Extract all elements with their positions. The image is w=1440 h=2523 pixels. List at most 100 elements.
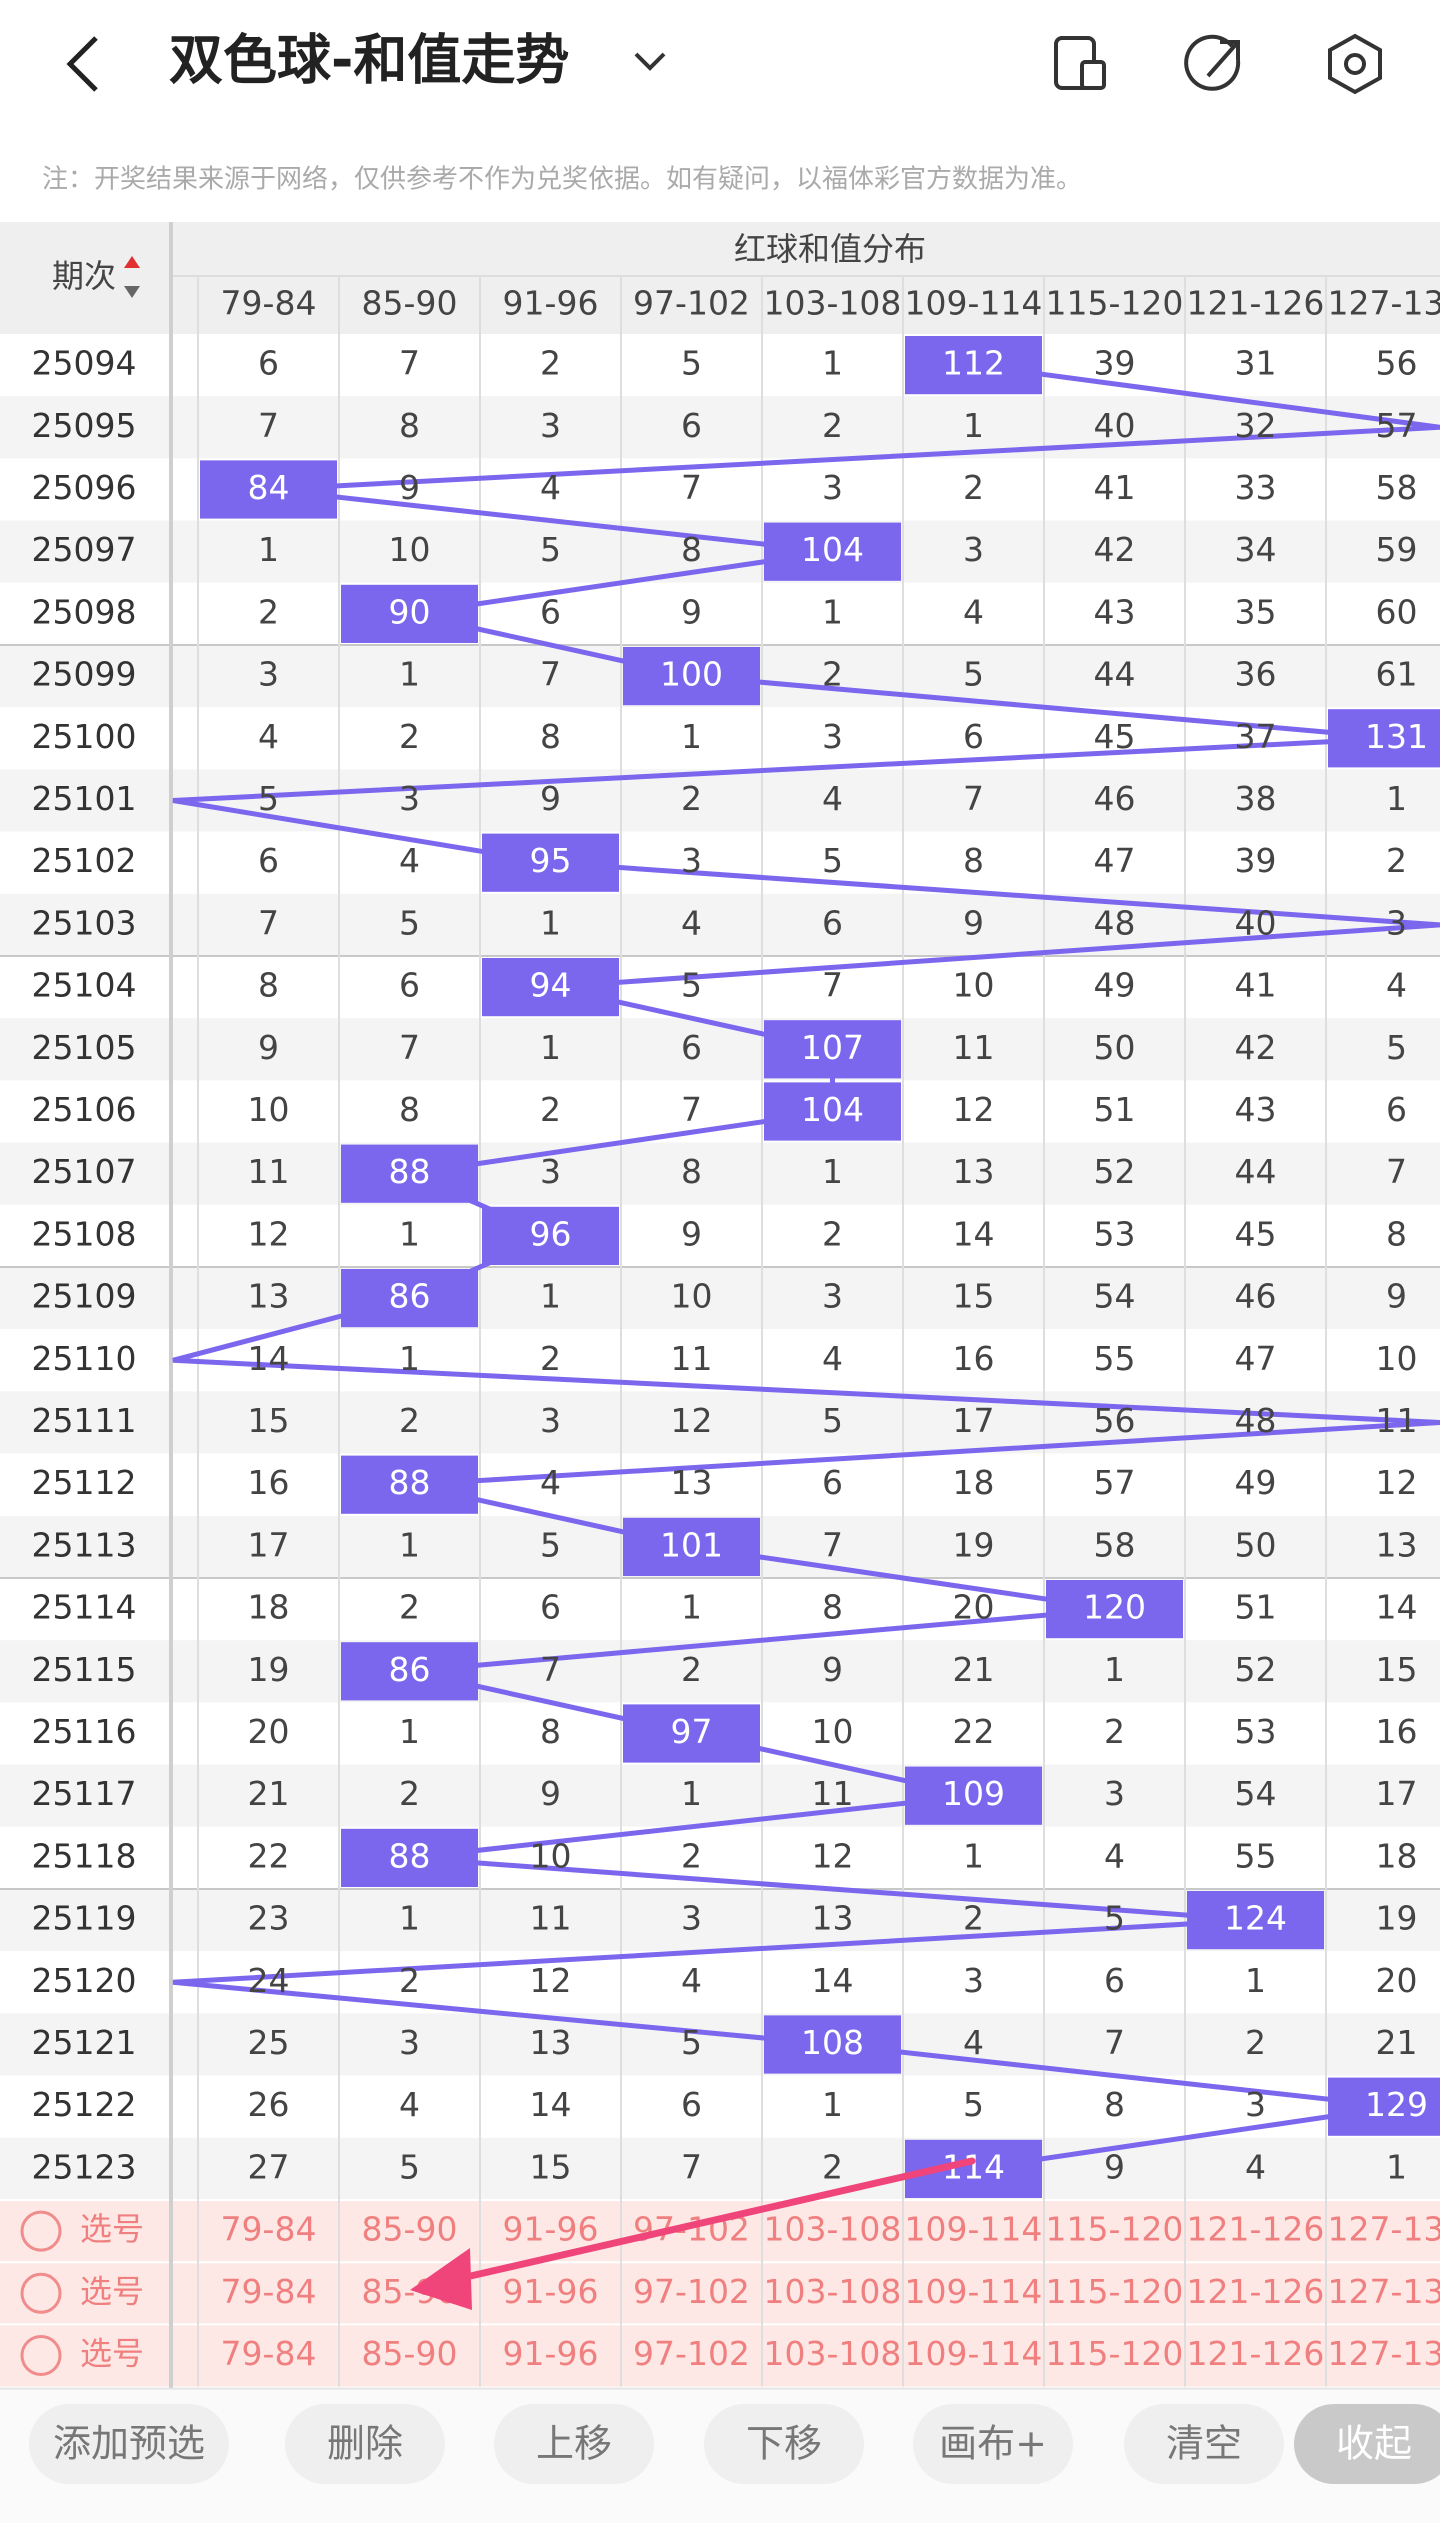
action-button[interactable] <box>1294 2404 1440 2484</box>
miss-count: 23 <box>248 1899 290 1938</box>
select-radio[interactable] <box>20 2335 62 2376</box>
back-button[interactable] <box>66 36 98 92</box>
hit-value: 107 <box>801 1028 864 1067</box>
select-option[interactable]: 127-132 <box>1328 2210 1440 2249</box>
miss-count: 48 <box>1094 903 1136 942</box>
miss-count: 9 <box>681 1214 702 1253</box>
hit-cell <box>905 1766 1042 1825</box>
select-option[interactable]: 109-114 <box>905 2334 1043 2373</box>
miss-count: 47 <box>1235 1339 1277 1378</box>
miss-count: 1 <box>963 406 984 445</box>
title-dropdown[interactable] <box>634 52 666 71</box>
select-option[interactable]: 115-120 <box>1046 2272 1184 2311</box>
action-button[interactable] <box>913 2404 1073 2484</box>
action-button[interactable] <box>494 2404 654 2484</box>
select-option[interactable]: 103-108 <box>764 2334 902 2373</box>
hit-cell <box>482 1206 619 1265</box>
hit-value: 96 <box>530 1214 572 1253</box>
select-option[interactable]: 127-132 <box>1328 2272 1440 2311</box>
column-header: 109-114 <box>905 284 1043 323</box>
action-button[interactable] <box>704 2404 864 2484</box>
select-option[interactable]: 97-102 <box>633 2272 750 2311</box>
period-cell: 25101 <box>32 779 137 818</box>
miss-count: 48 <box>1235 1401 1277 1440</box>
action-button-label[interactable]: 收起 <box>1336 2422 1412 2466</box>
miss-count: 17 <box>248 1525 290 1564</box>
miss-count: 2 <box>399 1401 420 1440</box>
select-option[interactable]: 121-126 <box>1187 2334 1325 2373</box>
period-cell: 25112 <box>32 1463 137 1502</box>
action-button[interactable] <box>1124 2404 1284 2484</box>
select-option[interactable]: 85-90 <box>362 2210 458 2249</box>
select-option[interactable]: 79-84 <box>221 2210 317 2249</box>
action-button[interactable] <box>285 2404 445 2484</box>
action-button-label[interactable]: 上移 <box>536 2422 612 2466</box>
miss-count: 2 <box>681 1836 702 1875</box>
action-button[interactable] <box>29 2404 229 2484</box>
settings-icon[interactable] <box>1328 33 1382 95</box>
select-option[interactable]: 91-96 <box>503 2210 599 2249</box>
miss-count: 13 <box>1376 1525 1418 1564</box>
select-option[interactable]: 115-120 <box>1046 2334 1184 2373</box>
miss-count: 12 <box>530 1961 572 2000</box>
miss-count: 3 <box>963 530 984 569</box>
select-label[interactable]: 选号 <box>80 2335 144 2373</box>
select-option[interactable]: 103-108 <box>764 2210 902 2249</box>
miss-count: 42 <box>1094 530 1136 569</box>
row-bg <box>0 1578 1440 1641</box>
miss-count: 20 <box>953 1588 995 1627</box>
row-bg <box>0 1453 1440 1516</box>
miss-count: 2 <box>399 1588 420 1627</box>
row-bg <box>0 1018 1440 1081</box>
miss-count: 9 <box>681 592 702 631</box>
select-option[interactable]: 109-114 <box>905 2210 1043 2249</box>
action-button-label[interactable]: 下移 <box>746 2422 822 2466</box>
hit-value: 129 <box>1365 2085 1428 2124</box>
action-button-label[interactable]: 删除 <box>327 2422 403 2466</box>
annotation-arrow <box>410 2157 976 2310</box>
period-cell: 25095 <box>32 406 137 445</box>
select-radio[interactable] <box>20 2210 62 2252</box>
miss-count: 3 <box>540 406 561 445</box>
period-cell: 25121 <box>32 2023 137 2062</box>
miss-count: 12 <box>248 1214 290 1253</box>
miss-count: 3 <box>681 1899 702 1938</box>
miss-count: 16 <box>1376 1712 1418 1751</box>
select-option[interactable]: 85-90 <box>362 2334 458 2373</box>
select-option[interactable]: 91-96 <box>503 2334 599 2373</box>
select-option[interactable]: 121-126 <box>1187 2210 1325 2249</box>
miss-count: 55 <box>1235 1836 1277 1875</box>
miss-count: 12 <box>953 1090 995 1129</box>
miss-count: 5 <box>681 2023 702 2062</box>
period-cell: 25114 <box>32 1588 137 1627</box>
select-radio[interactable] <box>20 2272 62 2314</box>
select-option[interactable]: 91-96 <box>503 2272 599 2311</box>
miss-count: 22 <box>953 1712 995 1751</box>
miss-count: 12 <box>671 1401 713 1440</box>
select-option[interactable]: 115-120 <box>1046 2210 1184 2249</box>
sort-icon[interactable] <box>124 256 140 268</box>
select-label[interactable]: 选号 <box>80 2272 144 2310</box>
miss-count: 6 <box>258 344 279 383</box>
sort-icon[interactable] <box>124 286 140 298</box>
select-option[interactable]: 103-108 <box>764 2272 902 2311</box>
action-button-label[interactable]: 清空 <box>1166 2422 1242 2466</box>
select-option[interactable]: 109-114 <box>905 2272 1043 2311</box>
miss-count: 1 <box>822 344 843 383</box>
select-option[interactable]: 121-126 <box>1187 2272 1325 2311</box>
action-button-label[interactable]: 画布+ <box>939 2422 1047 2466</box>
select-option[interactable]: 127-132 <box>1328 2334 1440 2373</box>
miss-count: 6 <box>822 903 843 942</box>
share-icon[interactable] <box>1184 34 1241 91</box>
miss-count: 1 <box>399 1214 420 1253</box>
miss-count: 2 <box>822 1214 843 1253</box>
toolbar-icon[interactable] <box>1054 36 1106 90</box>
select-label[interactable]: 选号 <box>80 2210 144 2248</box>
action-button-label[interactable]: 添加预选 <box>53 2422 205 2466</box>
row-bg <box>0 520 1440 583</box>
select-option[interactable]: 97-102 <box>633 2334 750 2373</box>
select-option[interactable]: 79-84 <box>221 2334 317 2373</box>
select-option[interactable]: 79-84 <box>221 2272 317 2311</box>
miss-count: 8 <box>540 1712 561 1751</box>
